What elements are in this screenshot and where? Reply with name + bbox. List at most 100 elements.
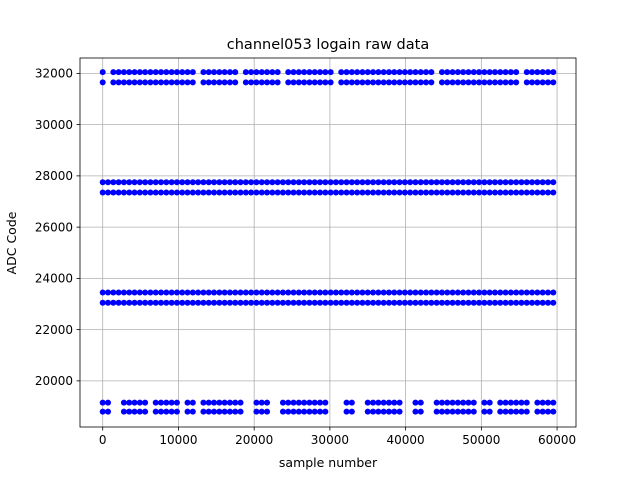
- data-point: [518, 299, 525, 306]
- data-point: [375, 289, 382, 296]
- data-point: [131, 69, 138, 76]
- data-point: [195, 189, 202, 196]
- data-point: [301, 408, 308, 415]
- data-point: [301, 179, 308, 186]
- data-point: [396, 399, 403, 406]
- data-point: [481, 69, 488, 76]
- data-point: [412, 179, 419, 186]
- x-axis-label: sample number: [279, 455, 378, 470]
- y-tick-label: 30000: [35, 118, 73, 132]
- data-point: [120, 69, 127, 76]
- data-point: [226, 299, 233, 306]
- data-point: [131, 79, 138, 86]
- data-point: [274, 69, 281, 76]
- data-point: [264, 289, 271, 296]
- data-point: [407, 79, 414, 86]
- data-point: [327, 299, 334, 306]
- data-point: [311, 179, 318, 186]
- data-point: [110, 189, 117, 196]
- data-point: [136, 79, 143, 86]
- data-point: [306, 179, 313, 186]
- data-point: [232, 79, 239, 86]
- data-point: [253, 299, 260, 306]
- data-point: [237, 189, 244, 196]
- data-point: [105, 408, 112, 415]
- y-tick-label: 32000: [35, 67, 73, 81]
- data-point: [131, 189, 138, 196]
- data-point: [264, 299, 271, 306]
- data-point: [126, 179, 133, 186]
- data-point: [539, 79, 546, 86]
- data-point: [242, 179, 249, 186]
- data-point: [327, 189, 334, 196]
- data-point: [179, 79, 186, 86]
- data-point: [115, 299, 122, 306]
- data-point: [115, 79, 122, 86]
- data-point: [248, 289, 255, 296]
- data-point: [322, 299, 329, 306]
- data-point: [200, 408, 207, 415]
- data-point: [189, 289, 196, 296]
- data-point: [258, 69, 265, 76]
- data-point: [497, 79, 504, 86]
- data-point: [407, 289, 414, 296]
- data-point: [470, 289, 477, 296]
- data-point: [173, 179, 180, 186]
- data-point: [158, 69, 165, 76]
- data-point: [248, 299, 255, 306]
- data-point: [184, 399, 191, 406]
- data-point: [136, 179, 143, 186]
- data-point: [523, 179, 530, 186]
- data-point: [370, 79, 377, 86]
- data-point: [449, 79, 456, 86]
- data-point: [242, 189, 249, 196]
- data-point: [332, 289, 339, 296]
- data-point: [173, 79, 180, 86]
- data-point: [534, 69, 541, 76]
- data-point: [195, 289, 202, 296]
- data-point: [158, 299, 165, 306]
- data-point: [147, 79, 154, 86]
- x-tick-label: 10000: [159, 433, 197, 447]
- data-point: [513, 299, 520, 306]
- data-point: [142, 408, 149, 415]
- data-point: [348, 299, 355, 306]
- data-point: [412, 69, 419, 76]
- data-point: [364, 79, 371, 86]
- data-points: [99, 69, 557, 415]
- data-point: [327, 179, 334, 186]
- data-point: [322, 399, 329, 406]
- data-point: [417, 189, 424, 196]
- data-point: [322, 189, 329, 196]
- data-point: [232, 408, 239, 415]
- data-point: [279, 189, 286, 196]
- data-point: [226, 189, 233, 196]
- data-point: [274, 289, 281, 296]
- data-point: [242, 289, 249, 296]
- data-point: [317, 179, 324, 186]
- data-point: [264, 79, 271, 86]
- data-point: [507, 289, 514, 296]
- data-point: [476, 289, 483, 296]
- data-point: [518, 189, 525, 196]
- data-point: [354, 69, 361, 76]
- data-point: [184, 408, 191, 415]
- data-point: [205, 79, 212, 86]
- data-point: [491, 69, 498, 76]
- data-point: [163, 79, 170, 86]
- data-point: [380, 69, 387, 76]
- data-point: [534, 299, 541, 306]
- data-point: [370, 408, 377, 415]
- data-point: [216, 289, 223, 296]
- data-point: [348, 179, 355, 186]
- data-point: [470, 399, 477, 406]
- data-point: [269, 289, 276, 296]
- data-point: [163, 399, 170, 406]
- data-point: [264, 399, 271, 406]
- data-point: [264, 69, 271, 76]
- data-point: [301, 189, 308, 196]
- data-point: [184, 79, 191, 86]
- data-point: [317, 79, 324, 86]
- data-point: [354, 289, 361, 296]
